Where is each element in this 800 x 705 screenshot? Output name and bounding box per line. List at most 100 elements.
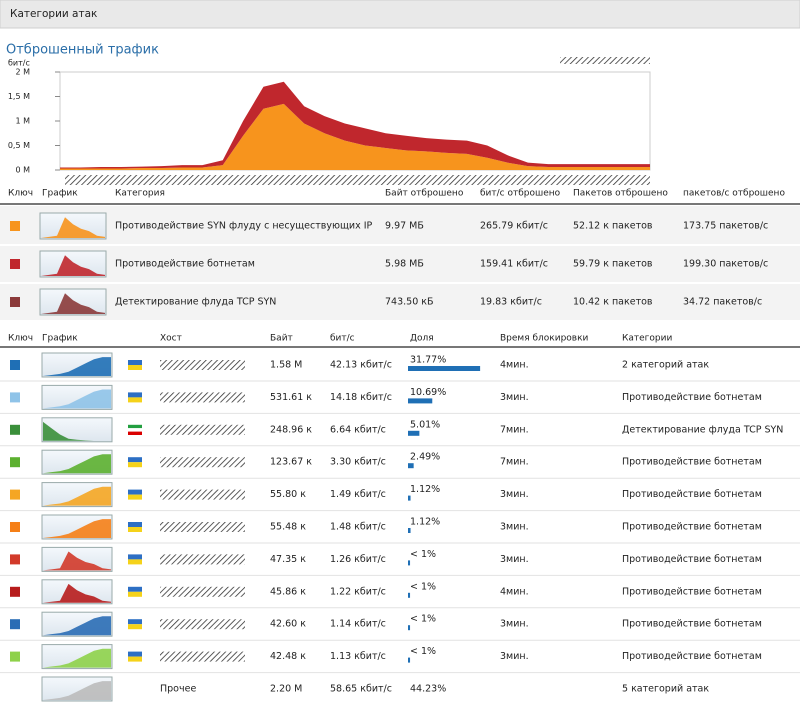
share-bar xyxy=(408,430,420,436)
key-swatch xyxy=(10,619,20,630)
cell: Противодействие ботнетам xyxy=(622,554,762,565)
share-label: < 1% xyxy=(410,581,436,592)
thumbnail-area xyxy=(43,616,111,636)
key-swatch xyxy=(10,259,20,269)
flag xyxy=(128,360,142,365)
hidden-host xyxy=(160,360,245,370)
share-bar xyxy=(408,657,411,663)
key-swatch xyxy=(10,489,20,500)
cell: 19.83 кбит/с xyxy=(480,297,542,308)
share-bar xyxy=(408,592,411,598)
thumbnail-area xyxy=(41,217,105,238)
y-tick-label: 0 M xyxy=(15,166,30,175)
y-tick-label: 1 M xyxy=(15,117,30,126)
cell: Противодействие ботнетам xyxy=(622,489,762,500)
flag xyxy=(128,527,142,532)
cell: Противодействие ботнетам xyxy=(622,586,762,597)
share-label: 1.12% xyxy=(410,484,440,495)
flag xyxy=(128,428,142,432)
hidden-host xyxy=(160,619,245,630)
header-title: Категории атак xyxy=(10,8,97,20)
hidden-host xyxy=(160,554,245,565)
flag xyxy=(128,554,142,560)
cell: 42.60 к xyxy=(270,619,306,630)
cell: 55.80 к xyxy=(270,489,306,500)
cell: Противодействие ботнетам xyxy=(115,259,255,270)
cell: 10.42 к пакетов xyxy=(573,297,653,308)
key-swatch xyxy=(10,297,20,307)
cell: 7мин. xyxy=(500,457,529,468)
cell: 58.65 кбит/с xyxy=(330,684,392,695)
hidden-host xyxy=(160,424,245,435)
column-header: бит/с xyxy=(330,334,355,344)
flag xyxy=(128,586,142,592)
hidden-host xyxy=(160,489,245,500)
flag xyxy=(128,489,142,495)
flag xyxy=(128,462,142,468)
flag xyxy=(128,457,142,463)
cell: 3мин. xyxy=(500,554,529,565)
cell: 5 категорий атак xyxy=(622,684,709,695)
cell: 59.79 к пакетов xyxy=(573,259,653,270)
thumbnail-area xyxy=(43,486,111,506)
thumbnail-area xyxy=(43,357,111,376)
key-swatch xyxy=(10,554,20,565)
cell: 159.41 кбит/с xyxy=(480,259,548,270)
cell: Противодействие ботнетам xyxy=(622,457,762,468)
column-header: Время блокировки xyxy=(500,334,589,344)
share-label: < 1% xyxy=(410,549,436,560)
cell: 42.13 кбит/с xyxy=(330,360,392,371)
cell: 6.64 кбит/с xyxy=(330,424,386,435)
share-label: 31.77% xyxy=(410,355,446,366)
hidden-text xyxy=(560,57,650,64)
flag xyxy=(128,619,142,625)
key-swatch xyxy=(10,392,20,403)
cell: 3мин. xyxy=(500,392,529,403)
hidden-host xyxy=(160,651,245,662)
share-bar xyxy=(408,625,411,631)
y-axis-label: бит/с xyxy=(8,59,30,68)
cell: Противодействие ботнетам xyxy=(622,522,762,533)
thumbnail-area xyxy=(43,583,111,603)
key-swatch xyxy=(10,424,20,435)
cell: 531.61 к xyxy=(270,392,312,403)
share-bar xyxy=(408,528,411,533)
cell: 1.22 кбит/с xyxy=(330,586,386,597)
cell: 7мин. xyxy=(500,424,529,435)
cell: 5.98 МБ xyxy=(385,259,424,270)
cell: 1.13 кбит/с xyxy=(330,651,386,662)
share-bar xyxy=(408,495,411,501)
flag xyxy=(128,365,142,370)
flag xyxy=(128,656,142,662)
share-label: 5.01% xyxy=(410,419,440,430)
table-bg xyxy=(0,206,800,320)
flag xyxy=(128,424,142,429)
cell: Прочее xyxy=(160,684,196,695)
thumbnail-area xyxy=(43,389,111,409)
flag xyxy=(128,431,142,435)
cell: Противодействие ботнетам xyxy=(622,651,762,662)
cell: 44.23% xyxy=(410,684,446,695)
flag xyxy=(128,494,142,500)
cell: 743.50 кБ xyxy=(385,297,434,308)
share-bar xyxy=(408,366,481,371)
cell: 3мин. xyxy=(500,651,529,662)
cell: 1.26 кбит/с xyxy=(330,554,386,565)
share-label: < 1% xyxy=(410,614,436,625)
key-swatch xyxy=(10,586,20,597)
flag xyxy=(128,522,142,527)
cell: Детектирование флуда TCP SYN xyxy=(622,424,783,435)
column-header: Байт отброшено xyxy=(385,189,464,199)
share-label: < 1% xyxy=(410,646,436,657)
cell: Противодействие ботнетам xyxy=(622,392,762,403)
key-swatch xyxy=(10,651,20,662)
column-header: пакетов/с отброшено xyxy=(683,189,785,199)
cell: 248.96 к xyxy=(270,424,312,435)
thumbnail-area xyxy=(43,681,111,700)
column-header: График xyxy=(42,189,78,199)
cell: 45.86 к xyxy=(270,586,306,597)
share-label: 1.12% xyxy=(410,517,440,528)
hidden-host xyxy=(160,392,245,403)
cell: 1.14 кбит/с xyxy=(330,619,386,630)
